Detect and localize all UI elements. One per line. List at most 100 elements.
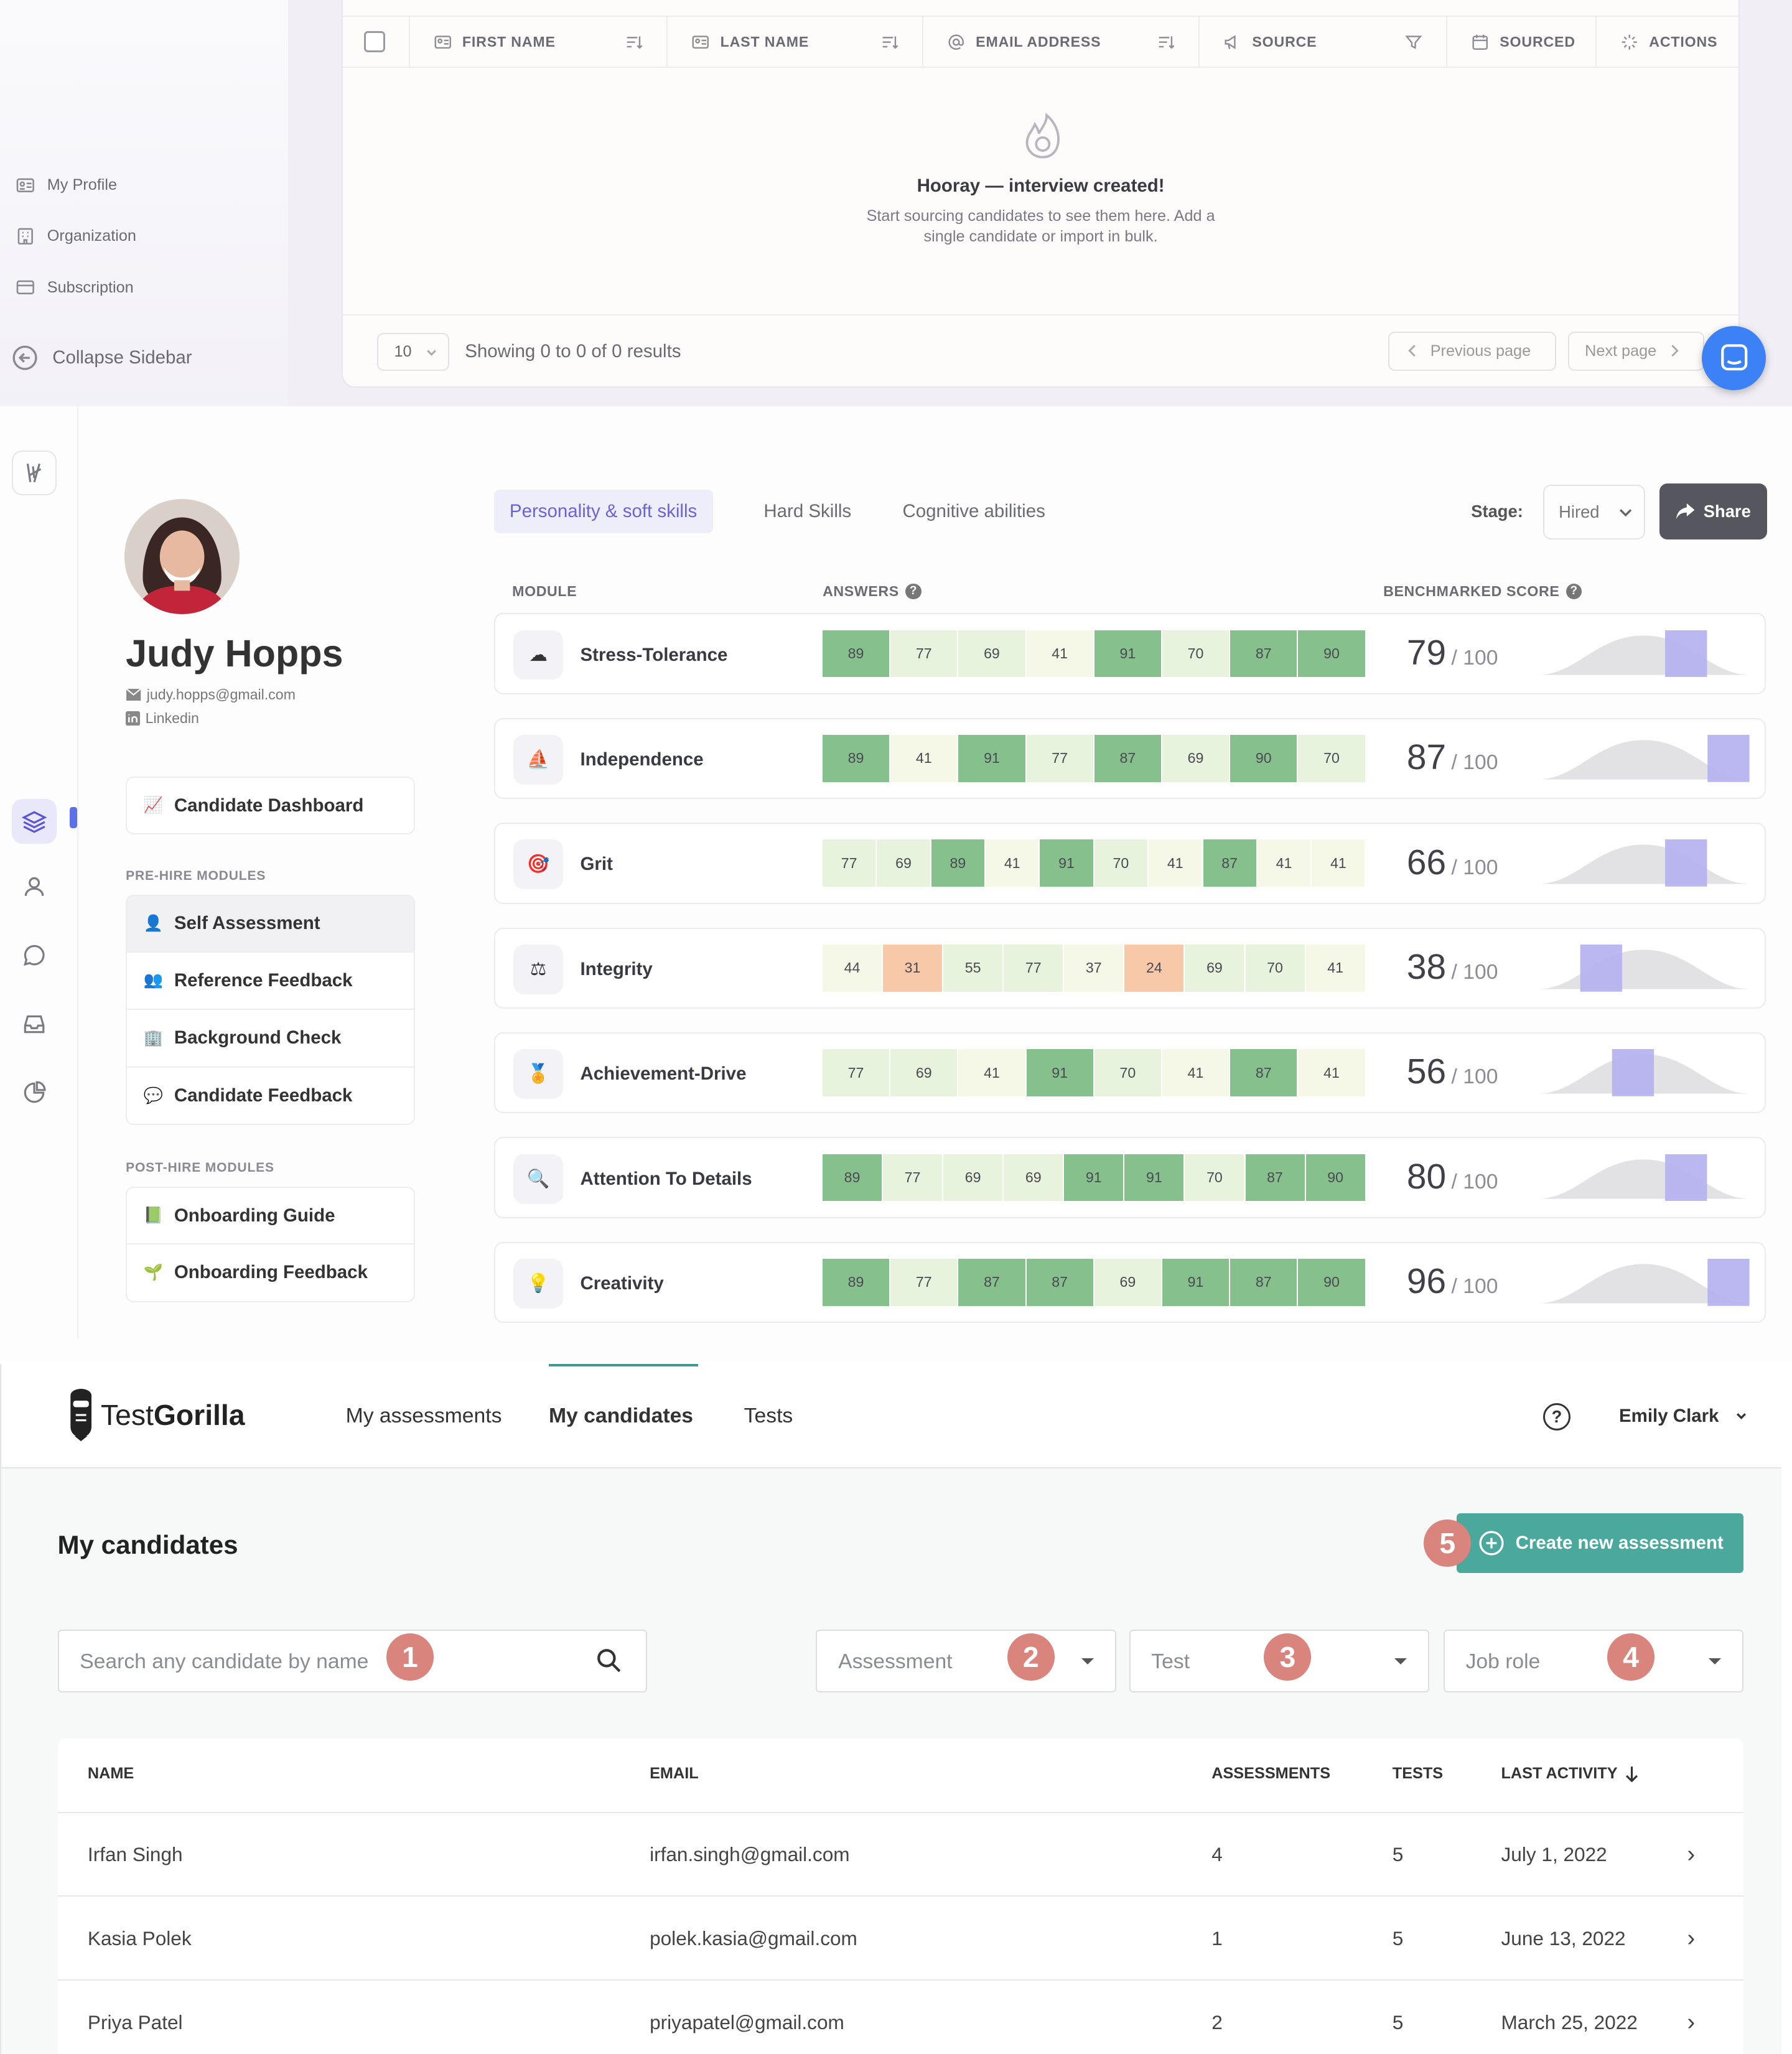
- interview-panel: My Profile Organization Subscription Col…: [0, 0, 1792, 406]
- nav-my-assessments[interactable]: My assessments: [345, 1404, 502, 1427]
- score-value: 66: [1406, 843, 1447, 882]
- help-icon[interactable]: ?: [1542, 1403, 1571, 1431]
- candidate-email[interactable]: judy.hopps@gmail.com: [126, 686, 296, 703]
- select-all-checkbox[interactable]: [343, 17, 408, 67]
- tab-personality-soft-skills[interactable]: Personality & soft skills: [493, 490, 713, 533]
- filter-placeholder: Job role: [1465, 1650, 1541, 1674]
- answer-cell: 41: [1162, 1049, 1230, 1096]
- chat-launcher-button[interactable]: [1701, 326, 1766, 391]
- assessment-filter[interactable]: Assessment: [816, 1629, 1116, 1692]
- sidebar-item-label: Organization: [47, 227, 136, 245]
- nav-onboarding-feedback[interactable]: 🌱 Onboarding Feedback: [126, 1244, 416, 1302]
- answer-cell: 69: [1094, 1259, 1161, 1306]
- search-input[interactable]: Search any candidate by name: [57, 1629, 647, 1692]
- module-row[interactable]: 💡 Creativity 89 77 87 87 69 91 87 90 96/ 100: [493, 1241, 1766, 1323]
- per-page-select[interactable]: 10: [377, 332, 449, 371]
- sort-icon[interactable]: [1157, 33, 1175, 51]
- app-logo[interactable]: [11, 450, 57, 495]
- cloud-icon: ☁: [513, 630, 564, 680]
- share-button[interactable]: Share: [1659, 483, 1767, 540]
- nav-tests[interactable]: Tests: [744, 1404, 793, 1427]
- column-label: ANSWERS: [823, 582, 899, 599]
- nav-self-assessment[interactable]: 👤 Self Assessment: [126, 894, 416, 953]
- module-row[interactable]: ☁ Stress-Tolerance 89 77 69 41 91 70 87 90 79/ 100: [493, 613, 1766, 694]
- job-role-filter[interactable]: Job role: [1443, 1629, 1743, 1692]
- module-row[interactable]: 🏅 Achievement-Drive 77 69 41 91 70 41 87 41 56/ 10…: [493, 1032, 1766, 1114]
- scales-icon: ⚖: [513, 944, 564, 994]
- score-denominator: / 100: [1451, 1170, 1498, 1193]
- inbox-nav-button[interactable]: [17, 1007, 51, 1042]
- nav-label: Onboarding Feedback: [174, 1262, 368, 1283]
- distribution-curve: [1538, 844, 1750, 884]
- answer-cell: 70: [1185, 1154, 1244, 1202]
- answer-cell: 69: [877, 839, 930, 887]
- user-menu[interactable]: Emily Clark: [1619, 1364, 1748, 1468]
- nav-onboarding-guide[interactable]: 📗 Onboarding Guide: [126, 1187, 416, 1244]
- create-new-assessment-button[interactable]: Create new assessment: [1456, 1513, 1743, 1574]
- tab-hard-skills[interactable]: Hard Skills: [763, 501, 852, 522]
- module-row[interactable]: 🎯 Grit 77 69 89 41 91 70 41 87 41 41 66/ 100: [493, 823, 1766, 904]
- candidate-linkedin[interactable]: Linkedin: [126, 710, 199, 727]
- table-row[interactable]: Irfan Singh irfan.singh@gmail.com 4 5 July 1…: [57, 1811, 1743, 1896]
- filter-placeholder: Assessment: [838, 1650, 953, 1674]
- distribution-curve: [1538, 740, 1750, 780]
- collapse-sidebar-button[interactable]: Collapse Sidebar: [12, 345, 192, 371]
- sidebar-item-organization[interactable]: Organization: [16, 226, 136, 246]
- next-page-button[interactable]: Next page: [1567, 331, 1704, 371]
- candidate-dashboard-button[interactable]: 📈 Candidate Dashboard: [126, 777, 416, 835]
- chevron-right-icon[interactable]: ›: [1687, 2009, 1696, 2035]
- module-row[interactable]: ⛵ Independence 89 41 91 77 87 69 90 70 87/ 100: [493, 717, 1766, 800]
- help-icon[interactable]: ?: [905, 583, 922, 599]
- header-email[interactable]: EMAIL: [650, 1764, 699, 1782]
- chevron-right-icon[interactable]: ›: [1687, 1925, 1696, 1952]
- previous-page-button[interactable]: Previous page: [1388, 331, 1556, 371]
- my-candidates-panel: TestGorilla My assessments My candidates…: [0, 1363, 1782, 2054]
- answer-cell: 77: [1026, 734, 1093, 782]
- search-icon[interactable]: [596, 1648, 622, 1674]
- column-email-address[interactable]: EMAIL ADDRESS: [922, 17, 1198, 67]
- header-last-activity[interactable]: LAST ACTIVITY: [1501, 1765, 1639, 1783]
- active-indicator: [69, 806, 78, 828]
- layers-nav-button[interactable]: [11, 799, 57, 844]
- nav-label: Background Check: [174, 1027, 342, 1048]
- sort-icon[interactable]: [625, 33, 643, 51]
- score-denominator: / 100: [1451, 646, 1498, 670]
- filter-icon[interactable]: [1404, 33, 1422, 51]
- answer-cell: 91: [1094, 630, 1161, 678]
- nav-candidate-feedback[interactable]: 💬 Candidate Feedback: [126, 1067, 416, 1126]
- help-icon[interactable]: ?: [1566, 583, 1582, 599]
- callout-badge-5: 5: [1424, 1519, 1472, 1567]
- answer-cell: 77: [1004, 944, 1063, 992]
- tab-cognitive-abilities[interactable]: Cognitive abilities: [902, 501, 1045, 522]
- messages-nav-button[interactable]: [17, 938, 51, 972]
- header-tests[interactable]: TESTS: [1392, 1764, 1444, 1782]
- sidebar-item-label: My Profile: [47, 176, 118, 194]
- reports-nav-button[interactable]: [17, 1075, 51, 1109]
- empty-state-text: Start sourcing candidates to see them he…: [866, 207, 1215, 225]
- people-nav-button[interactable]: [17, 870, 51, 904]
- header-name[interactable]: NAME: [87, 1764, 134, 1782]
- column-first-name[interactable]: FIRST NAME: [408, 17, 667, 67]
- column-sourced[interactable]: SOURCED: [1446, 17, 1595, 67]
- table-row[interactable]: Priya Patel priyapatel@gmail.com 2 5 March 2…: [57, 1979, 1743, 2054]
- module-row[interactable]: ⚖ Integrity 44 31 55 77 37 24 69 70 41 38/ 100: [493, 927, 1766, 1009]
- nav-reference-feedback[interactable]: 👥 Reference Feedback: [126, 952, 416, 1011]
- sidebar-item-subscription[interactable]: Subscription: [16, 278, 134, 297]
- answer-cell: 90: [1230, 734, 1297, 782]
- sidebar-item-my-profile[interactable]: My Profile: [16, 175, 117, 195]
- chevron-down-icon: [1620, 508, 1632, 516]
- table-row[interactable]: Kasia Polek polek.kasia@gmail.com 1 5 June 1…: [57, 1895, 1743, 1979]
- testgorilla-logo[interactable]: TestGorilla: [67, 1388, 245, 1441]
- column-last-name[interactable]: LAST NAME: [666, 17, 922, 67]
- at-sign-icon: [948, 34, 964, 50]
- stage-select[interactable]: Hired: [1542, 484, 1646, 540]
- nav-my-candidates[interactable]: My candidates: [548, 1404, 694, 1427]
- column-source[interactable]: SOURCE: [1198, 17, 1446, 67]
- header-assessments[interactable]: ASSESSMENTS: [1211, 1764, 1331, 1782]
- chevron-right-icon[interactable]: ›: [1687, 1841, 1696, 1868]
- module-row[interactable]: 🔍 Attention To Details 89 77 69 69 91 91 70 87 90 8…: [493, 1137, 1766, 1218]
- message-icon: [23, 945, 45, 966]
- nav-background-check[interactable]: 🏢 Background Check: [126, 1010, 416, 1068]
- sort-icon[interactable]: [880, 33, 898, 51]
- answer-cell: 44: [822, 944, 882, 992]
